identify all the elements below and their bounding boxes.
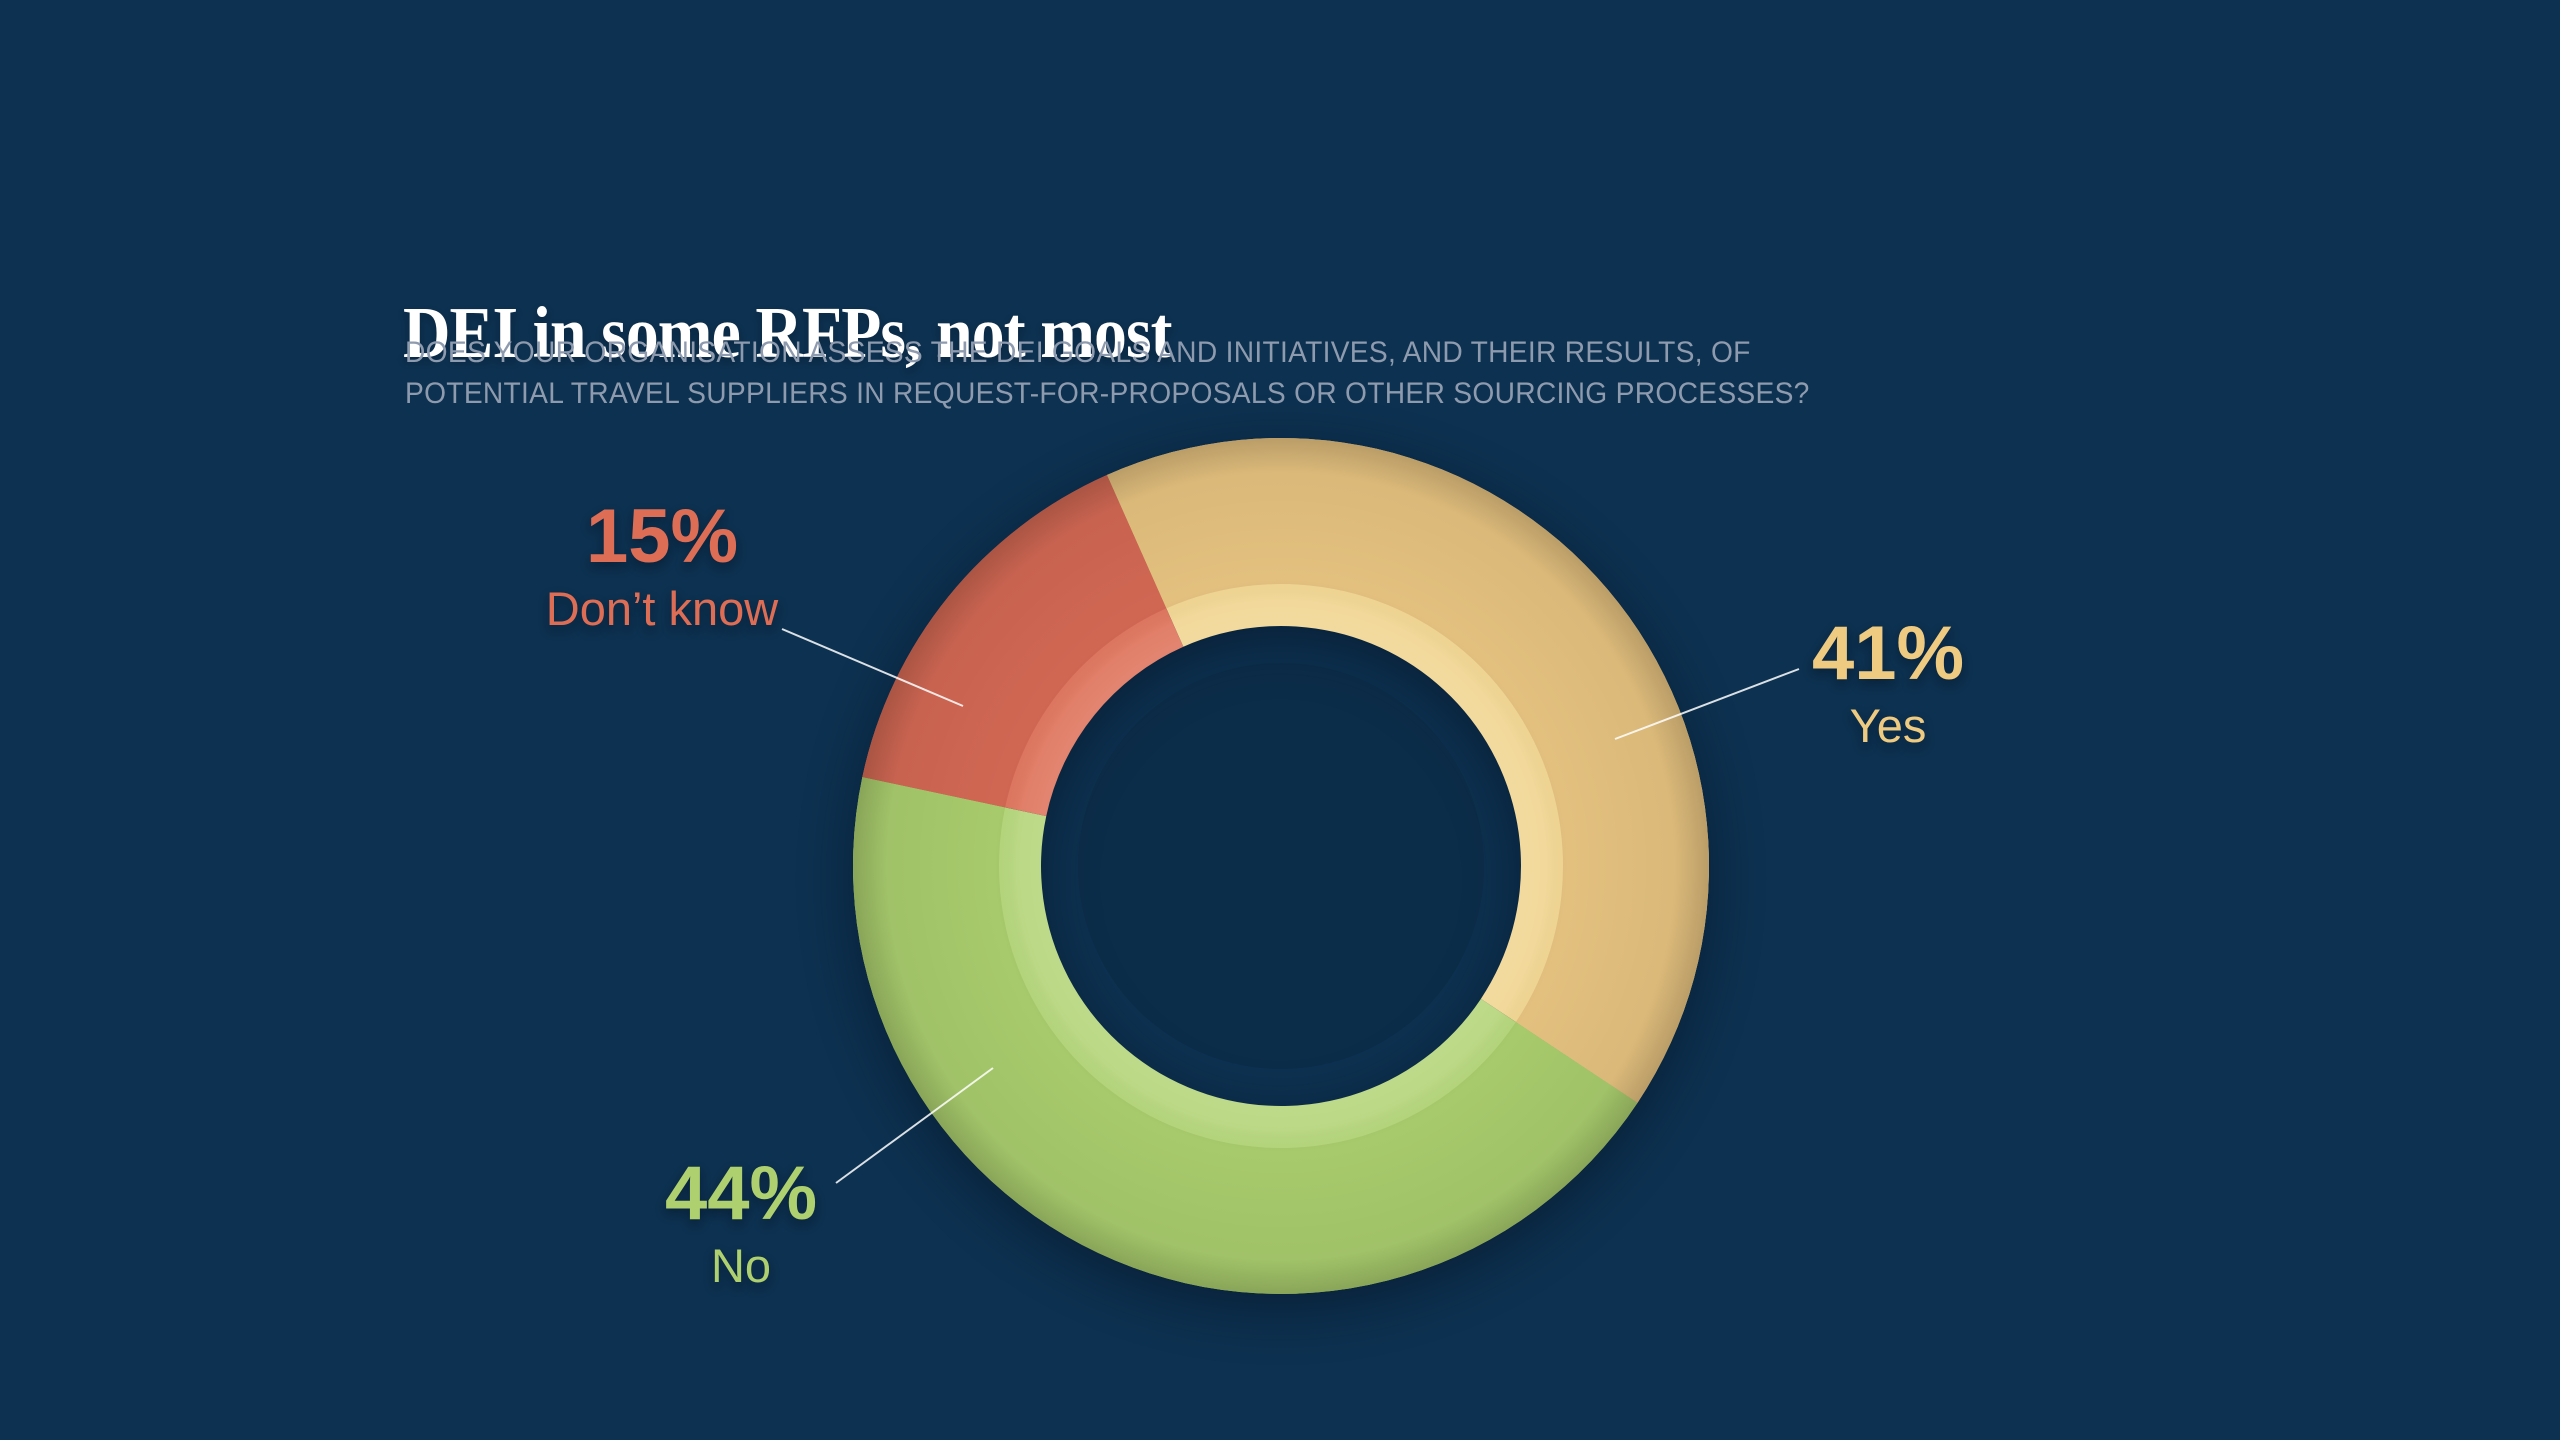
donut-hole-shadow <box>1078 663 1484 1069</box>
chart-question-line-2: POTENTIAL TRAVEL SUPPLIERS IN REQUEST-FO… <box>405 377 1810 410</box>
chart-question: DOES YOUR ORGANISATION ASSESS THE DEI GO… <box>405 332 1810 414</box>
callout-dont-know-label: Don’t know <box>545 582 779 635</box>
callout-dont-know-percent: 15% <box>585 494 739 579</box>
callout-dont-know: 15% Don’t know <box>545 494 779 635</box>
callout-no-label: No <box>710 1239 772 1292</box>
page-title: DEI in some RFPs, not most <box>403 291 1173 373</box>
callout-yes: 41% Yes <box>1811 611 1965 752</box>
leader-line-no <box>835 1067 994 1184</box>
leader-line-dont-know <box>781 628 964 707</box>
chart-question-line-1: DOES YOUR ORGANISATION ASSESS THE DEI GO… <box>405 336 1751 369</box>
donut-bevel-shading <box>852 437 1709 1295</box>
callout-yes-percent: 41% <box>1811 611 1965 696</box>
leader-line-yes <box>1614 668 1800 740</box>
callout-yes-label: Yes <box>1849 699 1927 752</box>
callout-no-percent: 44% <box>664 1151 818 1236</box>
callout-no: 44% No <box>664 1151 818 1292</box>
